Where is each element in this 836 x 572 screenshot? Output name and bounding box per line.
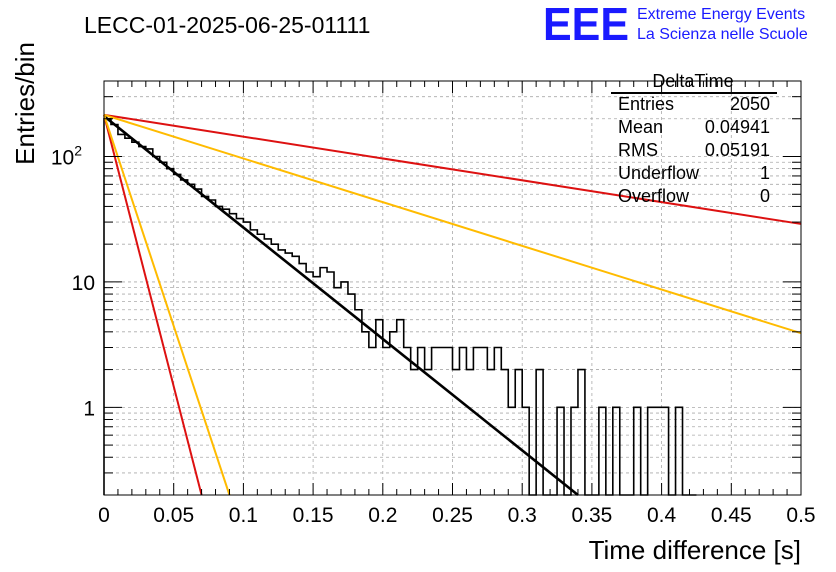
- histogram-step: [103, 117, 697, 496]
- x-tick-labels: 0 0.05 0.1 0.15 0.2 0.25 0.3 0.35 0.4 0.45 0.5: [98, 504, 815, 527]
- stats-box: DeltaTime Entries 2050 Mean 0.04941 RMS 0.051…: [611, 71, 777, 206]
- stats-label: Entries: [618, 94, 674, 114]
- histogram: [103, 117, 697, 496]
- stats-value: 2050: [730, 94, 770, 114]
- x-tick-label: 0.2: [368, 504, 397, 527]
- stats-label: Overflow: [618, 186, 690, 206]
- stats-label: RMS: [618, 140, 658, 160]
- x-tick-label: 0.35: [571, 504, 612, 527]
- fit-curve-3: [103, 113, 802, 335]
- eee-logo-line2: La Scienza nelle Scuole: [637, 26, 808, 43]
- stats-value: 0.05191: [705, 140, 770, 160]
- stats-value: 1: [760, 163, 770, 183]
- stats-label: Mean: [618, 117, 663, 137]
- x-tick-label: 0.45: [711, 504, 752, 527]
- y-axis-label: Entries/bin: [10, 42, 40, 165]
- eee-logo: EEE Extreme Energy Events La Scienza nel…: [543, 0, 808, 50]
- x-tick-label: 0.5: [786, 504, 815, 527]
- x-tick-label: 0.4: [647, 504, 677, 527]
- fit-curve-2: [103, 113, 802, 225]
- y-tick-label: 1: [83, 397, 95, 420]
- eee-logo-mark: EEE: [543, 0, 629, 50]
- y-tick-label: 102: [51, 143, 82, 170]
- x-tick-label: 0.3: [508, 504, 537, 527]
- y-tick-labels: 1 10 102: [51, 143, 95, 421]
- y-tick-label: 10: [72, 272, 95, 295]
- eee-logo-line1: Extreme Energy Events: [637, 6, 805, 23]
- x-axis-label: Time difference [s]: [589, 535, 801, 565]
- x-tick-label: 0.15: [293, 504, 334, 527]
- fit-curves: [103, 113, 802, 497]
- x-tick-label: 0.05: [153, 504, 194, 527]
- stats-title: DeltaTime: [652, 71, 733, 91]
- fit-curve-4: [103, 114, 203, 496]
- x-tick-label: 0: [98, 504, 110, 527]
- fit-curve-1: [103, 115, 579, 497]
- stats-label: Underflow: [618, 163, 700, 183]
- x-tick-label: 0.25: [432, 504, 473, 527]
- x-tick-label: 0.1: [229, 504, 258, 527]
- chart-title: LECC-01-2025-06-25-01111: [84, 12, 370, 38]
- fit-curve-5: [103, 114, 231, 496]
- stats-value: 0.04941: [705, 117, 770, 137]
- axis-ticks: [103, 80, 802, 496]
- stats-value: 0: [760, 186, 770, 206]
